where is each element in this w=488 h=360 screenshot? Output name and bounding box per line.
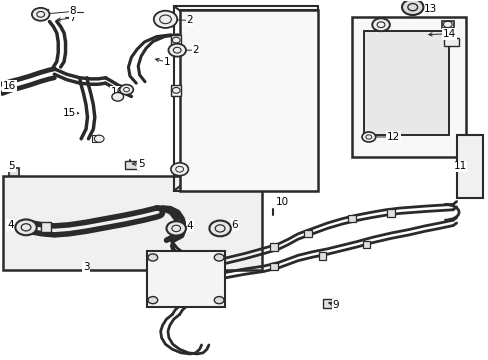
- Circle shape: [120, 85, 133, 95]
- Text: 3: 3: [82, 262, 89, 272]
- Bar: [3, 176, 261, 270]
- Bar: [147, 251, 224, 307]
- Circle shape: [371, 18, 389, 31]
- Bar: [386, 210, 394, 217]
- Circle shape: [94, 135, 104, 142]
- Bar: [362, 241, 369, 248]
- Bar: [179, 10, 317, 191]
- Bar: [322, 299, 331, 308]
- Bar: [441, 21, 453, 28]
- Bar: [9, 168, 19, 176]
- Bar: [170, 35, 180, 45]
- Circle shape: [168, 44, 185, 57]
- Circle shape: [401, 0, 423, 15]
- Bar: [170, 85, 180, 96]
- Text: 6: 6: [231, 220, 238, 230]
- Circle shape: [209, 221, 230, 236]
- Circle shape: [166, 221, 185, 235]
- Circle shape: [112, 93, 123, 101]
- Circle shape: [148, 254, 158, 261]
- Circle shape: [154, 11, 177, 28]
- Text: 7: 7: [69, 13, 76, 23]
- Bar: [36, 9, 48, 13]
- Text: 5: 5: [8, 161, 15, 171]
- Text: 15: 15: [63, 108, 77, 118]
- Circle shape: [170, 163, 188, 176]
- Circle shape: [214, 254, 224, 261]
- Bar: [318, 252, 326, 260]
- Bar: [351, 17, 466, 157]
- Bar: [304, 230, 311, 237]
- Circle shape: [15, 220, 37, 235]
- Circle shape: [361, 132, 375, 142]
- Circle shape: [214, 297, 224, 304]
- Bar: [41, 222, 51, 232]
- Text: 8: 8: [69, 6, 76, 17]
- Text: 11: 11: [452, 161, 466, 171]
- Bar: [269, 263, 277, 270]
- Circle shape: [148, 297, 158, 304]
- Text: 2: 2: [186, 15, 193, 26]
- Text: 16: 16: [3, 81, 16, 91]
- Circle shape: [32, 8, 49, 21]
- Bar: [456, 135, 483, 198]
- Bar: [347, 215, 355, 222]
- Bar: [444, 39, 458, 45]
- Bar: [92, 135, 100, 141]
- Text: 16: 16: [111, 87, 124, 97]
- Text: 10: 10: [275, 197, 288, 207]
- Text: 1: 1: [164, 57, 170, 67]
- Text: 5: 5: [138, 159, 144, 169]
- Text: 9: 9: [332, 300, 339, 310]
- Bar: [404, 2, 420, 12]
- Text: 4: 4: [7, 220, 14, 230]
- Text: 2: 2: [192, 45, 199, 55]
- Bar: [269, 243, 277, 251]
- Text: 12: 12: [386, 132, 399, 142]
- Text: 14: 14: [442, 29, 455, 39]
- Bar: [363, 31, 448, 135]
- Text: 13: 13: [423, 4, 436, 14]
- Bar: [125, 161, 139, 169]
- Text: 4: 4: [186, 221, 193, 231]
